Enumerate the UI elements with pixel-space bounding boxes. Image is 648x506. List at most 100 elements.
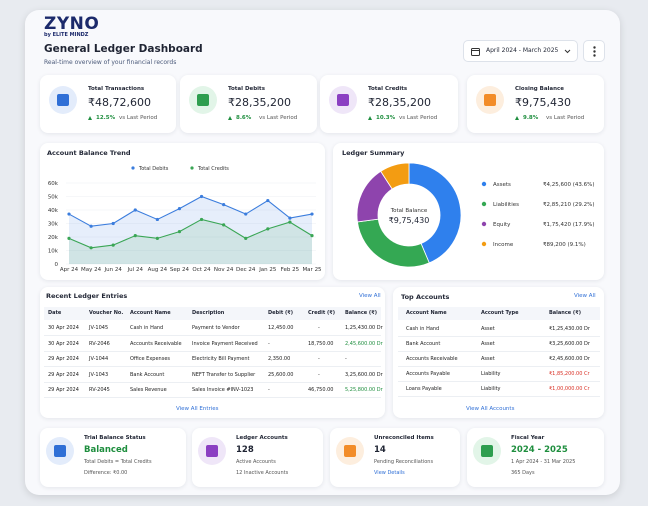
tagline: by ELITE MINDZ: [44, 32, 89, 38]
kpi-change: 10.3%: [376, 115, 396, 121]
column-header: Balance (₹): [549, 310, 581, 316]
column-header: Date: [48, 310, 62, 316]
table-cell: JV-1045: [89, 325, 109, 331]
view-all-link[interactable]: View All: [359, 293, 381, 299]
table-cell: Accounts Receivable: [406, 356, 458, 362]
row-divider: [398, 396, 600, 397]
table-cell: Payment to Vendor: [192, 325, 240, 331]
row-divider: [44, 397, 381, 398]
column-header: Debit (₹): [268, 310, 294, 316]
summary-card: Unreconciled Items 14 Pending Reconciliati…: [330, 428, 460, 487]
kpi-label: Total Credits: [368, 86, 408, 92]
summary-value: 2024 - 2025: [511, 445, 568, 455]
row-divider: [44, 350, 381, 352]
row-divider: [44, 335, 381, 336]
up-arrow: [88, 116, 92, 120]
column-header: Account Name: [406, 310, 447, 316]
kpi-period: vs Last Period: [546, 115, 585, 121]
table-cell: -: [318, 356, 320, 362]
icon: [336, 437, 364, 465]
icon: [49, 86, 77, 114]
kpi-value: ₹48,72,600: [88, 96, 151, 109]
table-cell: Loans Payable: [406, 386, 442, 392]
summary-title: Ledger Accounts: [236, 435, 288, 441]
icon: [473, 437, 501, 465]
table-cell: Sales Invoice #INV-1023: [192, 387, 254, 393]
summary-line: Pending Reconciliations: [374, 459, 434, 465]
summary-line: 12 Inactive Accounts: [236, 470, 289, 476]
row-divider: [398, 351, 600, 352]
icon-glyph: [206, 445, 218, 457]
view-all-accounts[interactable]: View All Accounts: [466, 406, 515, 412]
kpi-change: 12.5%: [96, 115, 116, 121]
row-divider: [44, 366, 381, 367]
summary-line: 365 Days: [511, 470, 535, 476]
table-cell: Accounts Payable: [406, 371, 450, 377]
icon-glyph: [54, 445, 66, 457]
kpi-card: Closing Balance ₹9,75,430 9.8% vs Last Peri…: [467, 75, 604, 133]
row-divider: [398, 381, 600, 382]
column-header: Account Name: [130, 310, 171, 316]
table-cell: 2,45,600.00 Dr: [345, 340, 383, 347]
kpi-label: Total Debits: [228, 86, 265, 92]
kpi-card: Total Credits ₹28,35,200 10.3% vs Last Peri…: [320, 75, 458, 133]
table-cell: 5,25,800.00 Dr: [345, 387, 383, 393]
column-header: Description: [192, 310, 225, 316]
summary-line: Difference: ₹0.00: [84, 470, 128, 476]
kpi-change: 9.8%: [523, 115, 539, 121]
row-divider: [398, 366, 600, 367]
table-cell: 2,350.00: [268, 356, 291, 362]
summary-card: Fiscal Year 2024 - 2025 1 Apr 2024 - 31 Ma…: [467, 428, 604, 487]
calendar-icon: [471, 48, 480, 56]
summary-line: Total Debits = Total Credits: [84, 459, 152, 465]
icon: [329, 86, 357, 114]
table-cell: Cash in Hand: [130, 325, 164, 331]
date-picker[interactable]: April 2024 - March 2025: [463, 40, 578, 62]
table-header-bg: [44, 307, 381, 320]
icon: [198, 437, 226, 465]
table-cell: JV-1044: [89, 356, 109, 362]
view-all-link[interactable]: View All: [574, 293, 596, 299]
table-header-bg: [398, 307, 600, 320]
table-cell: 25,600.00: [268, 371, 294, 378]
summary-value: Balanced: [84, 445, 128, 455]
table-cell: 1,25,430.00 Dr: [345, 325, 383, 331]
table-cell: ₹1,25,430.00 Dr: [549, 326, 590, 332]
table-cell: Liability: [481, 386, 501, 392]
icon-glyph: [337, 94, 349, 106]
section-title: Top Accounts: [401, 293, 450, 301]
table-cell: -: [268, 340, 270, 347]
column-header: Balance (₹): [345, 310, 377, 316]
table-cell: RV-2045: [89, 387, 110, 393]
table-cell: Office Expenses: [130, 356, 171, 362]
view-all-entries[interactable]: View All Entries: [176, 406, 219, 412]
table-cell: -: [318, 371, 320, 378]
line-chart-card: [40, 143, 325, 280]
icon: [189, 86, 217, 114]
table-cell: Asset: [481, 356, 495, 362]
summary-value: 128: [236, 445, 254, 455]
up-arrow: [368, 116, 372, 120]
page-subtitle: Real-time overview of your financial rec…: [44, 59, 177, 66]
icon-glyph: [481, 445, 493, 457]
icon-glyph: [197, 94, 209, 106]
date-range: April 2024 - March 2025: [486, 47, 559, 54]
table-cell: Asset: [481, 326, 495, 332]
kpi-label: Total Transactions: [88, 86, 145, 92]
icon: [46, 437, 74, 465]
kpi-card: Total Transactions ₹48,72,600 12.5% vs Last…: [40, 75, 176, 133]
more-button[interactable]: [583, 40, 605, 62]
up-arrow: [515, 116, 519, 120]
row-divider: [44, 381, 381, 383]
icon: [476, 86, 504, 114]
summary-line[interactable]: View Details: [374, 470, 405, 476]
table-cell: 12,450.00: [268, 325, 294, 331]
chevron: [564, 49, 571, 54]
table-cell: Invoice Payment Received: [192, 340, 258, 347]
kpi-period: vs Last Period: [399, 115, 438, 121]
table-cell: Sales Revenue: [130, 387, 167, 393]
table-cell: NEFT Transfer to Supplier: [192, 371, 256, 378]
table-cell: -: [345, 356, 347, 362]
summary-line: Active Accounts: [236, 459, 276, 465]
